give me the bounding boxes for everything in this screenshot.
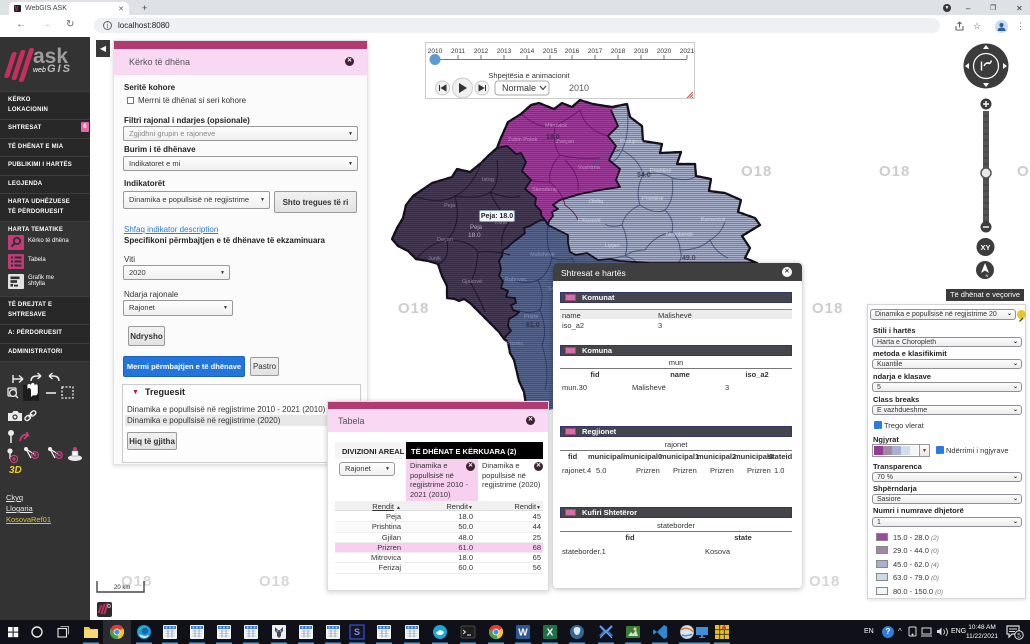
svg-text:2019: 2019 [634, 48, 649, 55]
svg-text:X: X [547, 628, 554, 639]
svg-text:2016: 2016 [565, 48, 580, 55]
svg-text:W: W [518, 628, 528, 639]
svg-text:Prizren: Prizren [506, 341, 523, 347]
svg-text:F.Kosovë: F.Kosovë [578, 218, 601, 224]
svg-text:Klinë: Klinë [495, 220, 507, 226]
svg-text:18.0: 18.0 [546, 134, 560, 141]
svg-text:S: S [354, 627, 360, 637]
svg-text:18.0: 18.0 [468, 232, 481, 239]
svg-text:Istog: Istog [482, 177, 494, 183]
svg-text:Junik: Junik [428, 256, 441, 262]
svg-text:2017: 2017 [588, 48, 603, 55]
svg-text:Obiliq: Obiliq [589, 199, 603, 205]
svg-text:N: N [986, 273, 989, 278]
svg-text:Rahovec: Rahovec [505, 277, 527, 283]
svg-text:Prishtinë: Prishtinë [642, 196, 663, 202]
svg-text:Lipjan: Lipjan [605, 243, 620, 249]
svg-text:2020: 2020 [657, 48, 672, 55]
svg-text:61.0: 61.0 [526, 322, 540, 329]
svg-text:Zubin Potok: Zubin Potok [508, 137, 538, 143]
svg-text:54.0: 54.0 [637, 172, 651, 179]
svg-text:2012: 2012 [474, 48, 489, 55]
svg-text:20 km: 20 km [114, 585, 130, 591]
svg-text:2010: 2010 [569, 83, 589, 93]
svg-text:2010: 2010 [428, 48, 443, 55]
svg-text:Gjakovë: Gjakovë [462, 279, 482, 285]
svg-text:XY: XY [980, 243, 990, 252]
svg-text:Podujeva: Podujeva [620, 139, 644, 145]
svg-text:Prishtinë: Prishtinë [650, 168, 671, 174]
svg-text:Normale: Normale [502, 83, 536, 93]
svg-text:2014: 2014 [520, 48, 535, 55]
svg-text:2015: 2015 [543, 48, 558, 55]
svg-text:Deçan: Deçan [437, 237, 453, 243]
svg-text:Novobërdë: Novobërdë [666, 232, 693, 238]
svg-text:2011: 2011 [451, 48, 465, 55]
svg-text:Skenderaj: Skenderaj [532, 187, 557, 193]
svg-text:Malishevë: Malishevë [530, 252, 555, 258]
svg-text:2013: 2013 [497, 48, 512, 55]
svg-text:2021: 2021 [680, 48, 694, 55]
svg-text:Peja: Peja [470, 225, 483, 231]
svg-text:2018: 2018 [611, 48, 626, 55]
svg-text:Peja: Peja [444, 203, 456, 209]
svg-text:Mitrovicë: Mitrovicë [545, 123, 567, 129]
svg-text:49.0: 49.0 [682, 255, 696, 262]
svg-text:Zveçan: Zveçan [556, 139, 574, 145]
svg-text:Prizre: Prizre [524, 314, 538, 320]
svg-text:Shpejtësia e animacionit: Shpejtësia e animacionit [488, 71, 570, 80]
svg-text:Kamenicë: Kamenicë [701, 217, 725, 223]
svg-text:Vushtrria: Vushtrria [578, 165, 601, 171]
svg-text:5: 5 [1017, 633, 1021, 640]
